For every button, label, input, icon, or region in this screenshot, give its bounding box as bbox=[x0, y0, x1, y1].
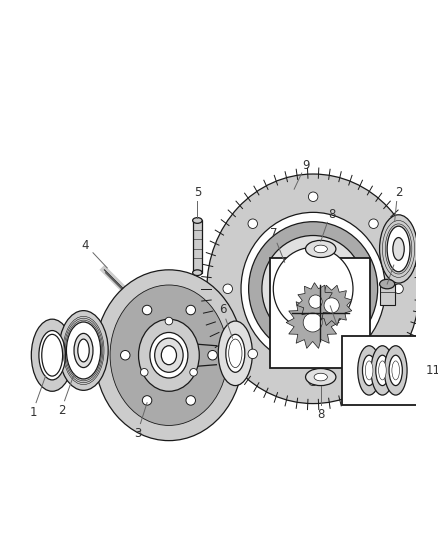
Text: 7: 7 bbox=[269, 227, 277, 240]
Ellipse shape bbox=[358, 346, 381, 395]
Circle shape bbox=[308, 192, 318, 201]
Polygon shape bbox=[169, 342, 218, 368]
Ellipse shape bbox=[138, 319, 199, 391]
Ellipse shape bbox=[207, 174, 420, 403]
Circle shape bbox=[309, 295, 322, 308]
Circle shape bbox=[208, 351, 217, 360]
Text: 3: 3 bbox=[134, 426, 141, 440]
Ellipse shape bbox=[31, 319, 73, 391]
Ellipse shape bbox=[306, 240, 336, 257]
Ellipse shape bbox=[42, 334, 63, 376]
Ellipse shape bbox=[193, 217, 202, 223]
Ellipse shape bbox=[384, 346, 407, 395]
Ellipse shape bbox=[392, 361, 399, 380]
Ellipse shape bbox=[67, 322, 101, 379]
Circle shape bbox=[186, 305, 195, 315]
Ellipse shape bbox=[78, 339, 89, 362]
Ellipse shape bbox=[155, 338, 183, 373]
Ellipse shape bbox=[380, 215, 417, 283]
Ellipse shape bbox=[241, 212, 385, 365]
Ellipse shape bbox=[273, 247, 353, 330]
Ellipse shape bbox=[376, 355, 389, 385]
Ellipse shape bbox=[161, 346, 177, 365]
Text: 10: 10 bbox=[389, 249, 404, 262]
Text: 1: 1 bbox=[29, 406, 37, 418]
Ellipse shape bbox=[110, 285, 228, 425]
Text: 2: 2 bbox=[58, 404, 65, 417]
Ellipse shape bbox=[380, 279, 395, 289]
Ellipse shape bbox=[39, 330, 65, 380]
Ellipse shape bbox=[262, 236, 364, 342]
Ellipse shape bbox=[389, 355, 403, 385]
Ellipse shape bbox=[314, 245, 327, 253]
Ellipse shape bbox=[393, 238, 404, 260]
Text: 6: 6 bbox=[323, 290, 330, 303]
Circle shape bbox=[324, 298, 339, 313]
Circle shape bbox=[369, 219, 378, 229]
Text: 11: 11 bbox=[426, 364, 438, 377]
Text: 8: 8 bbox=[317, 408, 325, 421]
Circle shape bbox=[369, 349, 378, 359]
Text: 9: 9 bbox=[302, 159, 309, 172]
Bar bbox=[380, 284, 395, 305]
Ellipse shape bbox=[365, 361, 373, 380]
Circle shape bbox=[142, 395, 152, 405]
Ellipse shape bbox=[306, 368, 336, 385]
Circle shape bbox=[223, 284, 233, 294]
Ellipse shape bbox=[363, 355, 376, 385]
Ellipse shape bbox=[249, 222, 378, 356]
Ellipse shape bbox=[387, 226, 410, 272]
Ellipse shape bbox=[378, 361, 386, 380]
Bar bbox=[270, 259, 370, 368]
Circle shape bbox=[142, 305, 152, 315]
Ellipse shape bbox=[95, 270, 243, 441]
Ellipse shape bbox=[314, 373, 327, 381]
Ellipse shape bbox=[371, 346, 394, 395]
Polygon shape bbox=[286, 296, 339, 349]
Circle shape bbox=[394, 284, 403, 294]
Polygon shape bbox=[311, 285, 352, 326]
Circle shape bbox=[190, 368, 198, 376]
Ellipse shape bbox=[193, 270, 202, 276]
Circle shape bbox=[120, 351, 130, 360]
Bar bbox=[193, 221, 202, 273]
Text: 2: 2 bbox=[395, 185, 402, 198]
Circle shape bbox=[303, 313, 322, 332]
Bar bbox=[342, 336, 423, 405]
Text: 5: 5 bbox=[194, 185, 201, 198]
Polygon shape bbox=[297, 282, 335, 320]
Circle shape bbox=[248, 219, 258, 229]
Circle shape bbox=[165, 317, 173, 325]
Circle shape bbox=[186, 395, 195, 405]
Circle shape bbox=[141, 368, 148, 376]
Text: 4: 4 bbox=[81, 239, 89, 252]
Circle shape bbox=[248, 349, 258, 359]
Ellipse shape bbox=[150, 333, 188, 378]
Circle shape bbox=[308, 376, 318, 385]
Ellipse shape bbox=[218, 321, 252, 385]
Ellipse shape bbox=[226, 334, 245, 373]
Ellipse shape bbox=[59, 311, 108, 390]
Text: 6: 6 bbox=[219, 303, 227, 316]
Text: 8: 8 bbox=[328, 208, 336, 221]
Ellipse shape bbox=[229, 339, 242, 368]
Ellipse shape bbox=[74, 334, 93, 368]
